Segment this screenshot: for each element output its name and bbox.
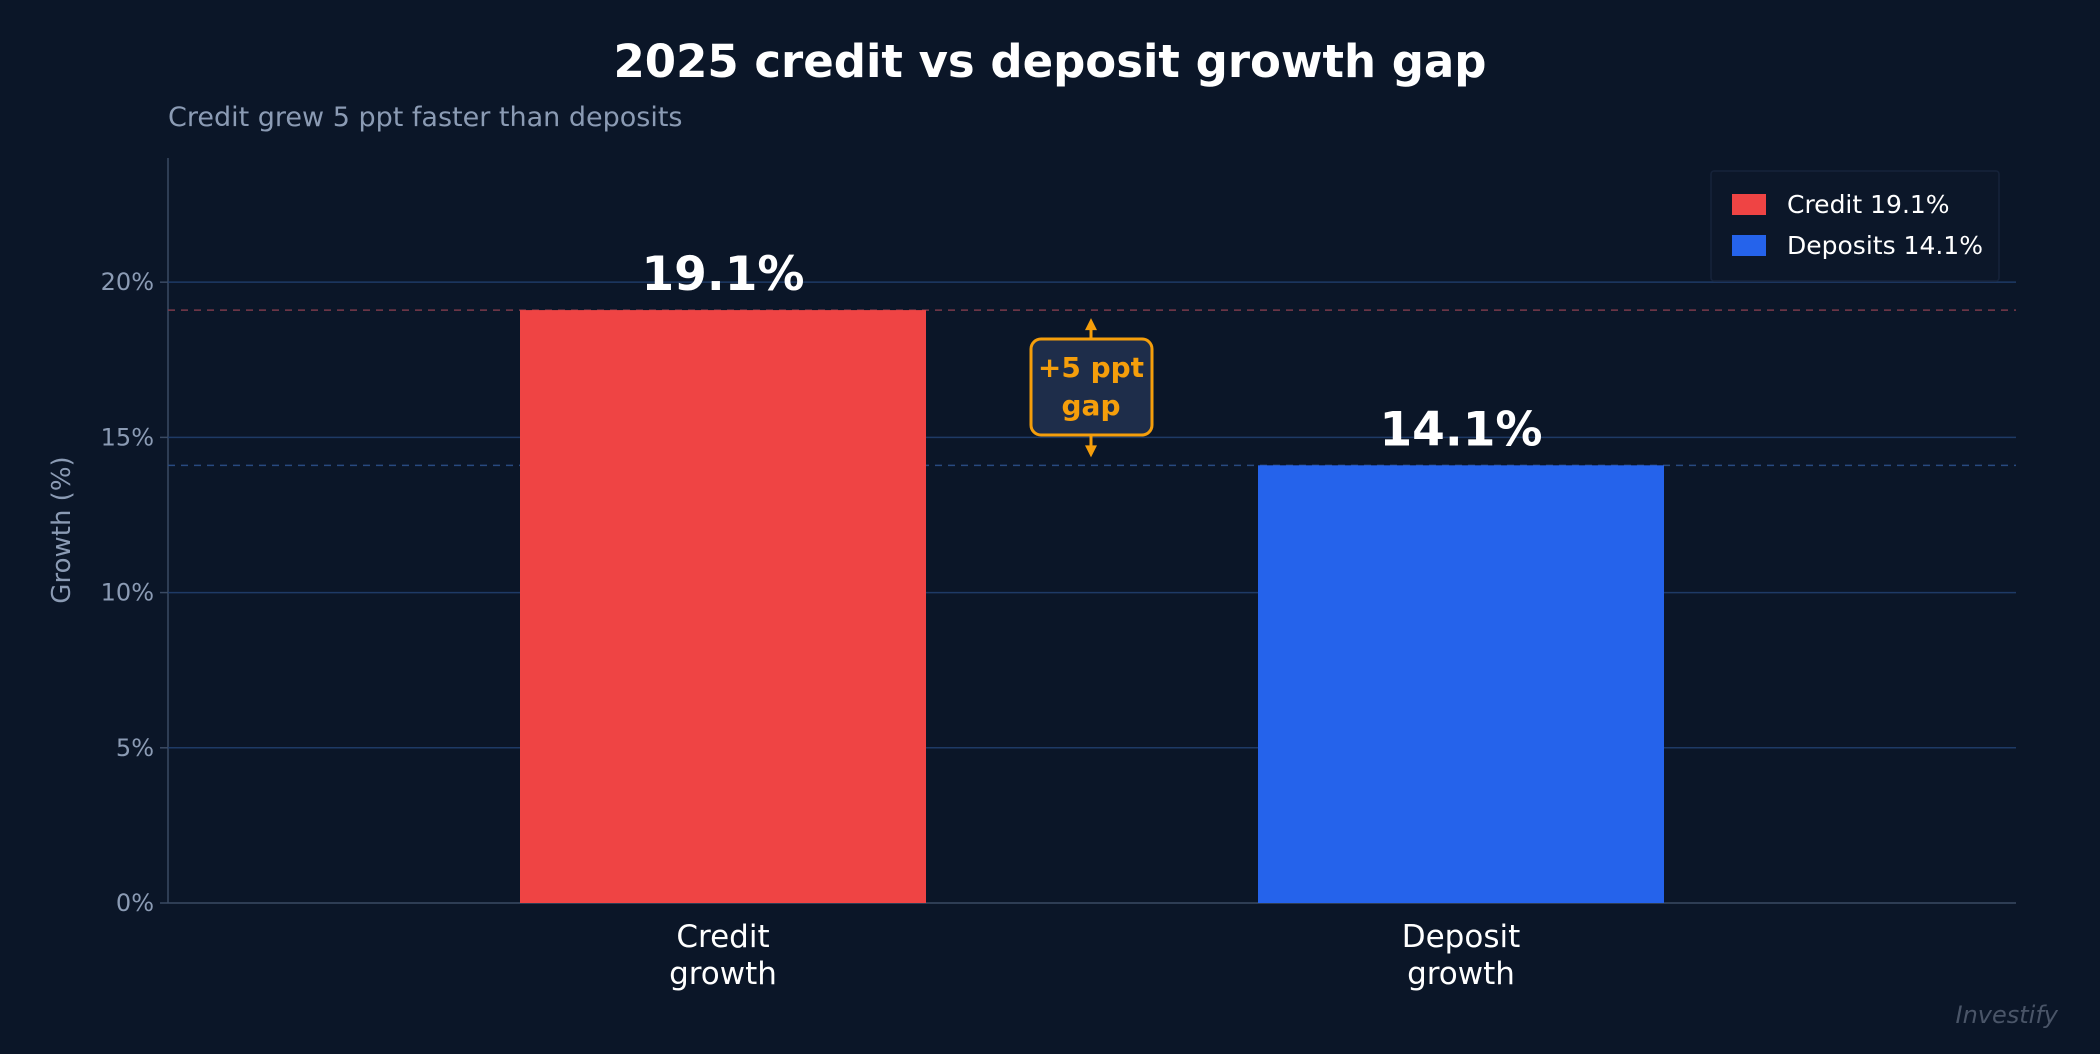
legend-swatch xyxy=(1732,235,1766,256)
y-axis-label: Growth (%) xyxy=(47,456,77,603)
legend-entry: Deposits 14.1% xyxy=(1787,231,1983,260)
legend-swatch xyxy=(1732,194,1766,215)
x-tick-label: growth xyxy=(1407,956,1515,992)
legend-box xyxy=(1710,170,2000,282)
y-tick-label: 20% xyxy=(101,268,154,296)
y-tick-label: 5% xyxy=(116,734,154,762)
arrowhead xyxy=(1085,445,1097,458)
watermark: Investify xyxy=(1956,1001,2059,1029)
bar xyxy=(1258,465,1664,903)
chart-subtitle: Credit grew 5 ppt faster than deposits xyxy=(168,102,682,133)
arrowhead xyxy=(1085,318,1097,331)
annotation-box xyxy=(1029,337,1154,437)
annotation-text: +5 ppt xyxy=(1038,351,1144,384)
data-label: 14.1% xyxy=(1379,402,1542,457)
x-tick-label: Credit xyxy=(676,919,769,955)
x-tick-label: Deposit xyxy=(1402,919,1521,955)
data-label: 19.1% xyxy=(641,247,804,302)
legend: Credit 19.1% Deposits 14.1% xyxy=(1710,170,2000,282)
y-tick-label: 0% xyxy=(116,889,154,917)
legend-entry: Credit 19.1% xyxy=(1787,190,1950,219)
bar xyxy=(520,310,926,904)
annotation-text: gap xyxy=(1062,389,1121,422)
chart-title: 2025 credit vs deposit growth gap xyxy=(613,35,1486,88)
gap-annotation: +5 ppt gap xyxy=(1029,318,1154,458)
y-tick-label: 10% xyxy=(101,579,154,607)
y-tick-label: 15% xyxy=(101,423,154,451)
x-tick-label: growth xyxy=(669,956,777,992)
